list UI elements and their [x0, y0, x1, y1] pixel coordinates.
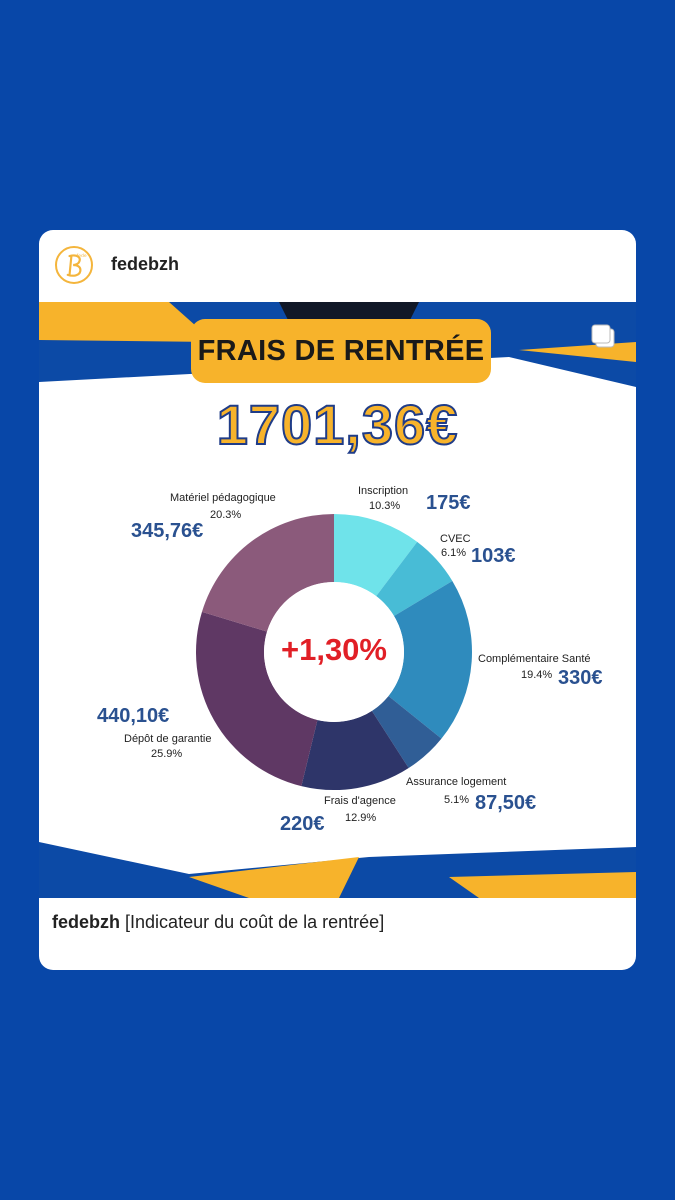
amount-materiel-pedagogique: 345,76€: [131, 520, 204, 542]
percent-assurance-logement: 5.1%: [444, 794, 470, 806]
label-inscription: Inscription: [358, 485, 409, 497]
post-header: fede fedebzh: [39, 230, 636, 302]
post-image[interactable]: FRAIS DE RENTRÉE 1701,36€ +1,30% Inscrip…: [39, 302, 636, 898]
donut-chart: [195, 514, 472, 790]
caption-text: [Indicateur du coût de la rentrée]: [125, 912, 385, 932]
amount-depot-garantie: 440,10€: [97, 705, 170, 727]
carousel-icon[interactable]: [589, 322, 617, 350]
svg-text:fede: fede: [77, 253, 87, 259]
caption-username[interactable]: fedebzh: [52, 912, 121, 932]
label-complementaire-sante: Complémentaire Santé: [478, 653, 591, 665]
percent-cvec: 6.1%: [441, 547, 467, 559]
donut-hole: [264, 582, 404, 722]
donut-slice-assurance-logement: [371, 695, 442, 769]
amount-assurance-logement: 87,50€: [475, 792, 537, 814]
label-frais-agence: Frais d'agence: [324, 795, 396, 807]
percent-frais-agence: 12.9%: [345, 812, 377, 824]
donut-slice-inscription: [334, 514, 418, 597]
amount-complementaire-sante: 330€: [558, 667, 603, 689]
donut-slice-d-p-t-de-garantie: [195, 611, 318, 787]
donut-slice-frais-d-agence: [301, 710, 409, 790]
donut-slice-mat-riel-p-dagogique: [201, 514, 334, 632]
label-cvec: CVEC: [440, 533, 471, 545]
percent-depot-garantie: 25.9%: [151, 748, 183, 760]
center-change: +1,30%: [280, 632, 387, 667]
label-depot-garantie: Dépôt de garantie: [124, 733, 212, 745]
infographic-total: 1701,36€: [216, 392, 459, 457]
post-card: fede fedebzh FRAIS DE RENTRÉE 1701,36€: [39, 230, 636, 970]
percent-inscription: 10.3%: [369, 500, 401, 512]
post-caption: fedebzh [Indicateur du coût de la rentré…: [52, 912, 622, 933]
donut-slice-cvec: [376, 541, 453, 616]
amount-cvec: 103€: [471, 545, 516, 567]
percent-materiel-pedagogique: 20.3%: [210, 509, 242, 521]
label-materiel-pedagogique: Matériel pédagogique: [170, 492, 276, 504]
percent-complementaire-sante: 19.4%: [521, 669, 553, 681]
amount-frais-agence: 220€: [280, 813, 325, 835]
post-username[interactable]: fedebzh: [111, 254, 180, 274]
label-assurance-logement: Assurance logement: [406, 776, 507, 788]
donut-slice-compl-mentaire-sant-: [388, 581, 472, 739]
infographic-title: FRAIS DE RENTRÉE: [191, 319, 491, 383]
amount-inscription: 175€: [426, 492, 471, 514]
fede-b-logo-icon[interactable]: fede: [55, 246, 93, 284]
